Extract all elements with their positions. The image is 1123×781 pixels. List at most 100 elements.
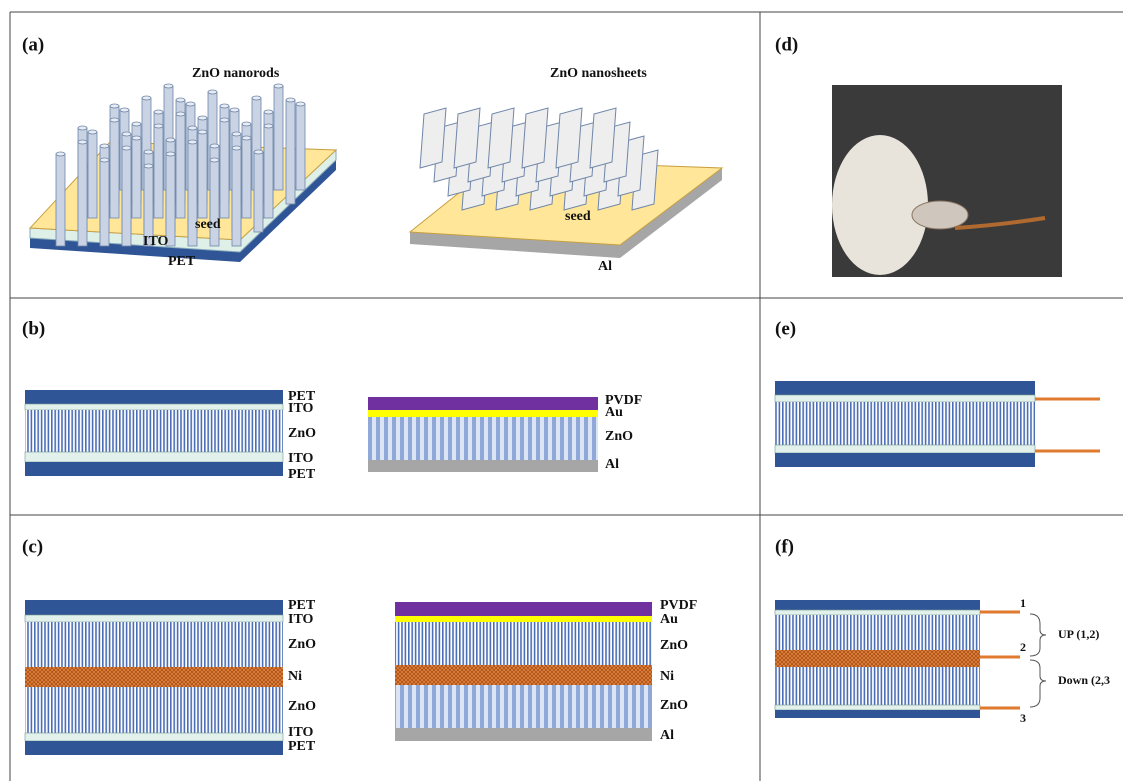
layer — [395, 665, 652, 685]
layer-label: ZnO — [288, 637, 316, 652]
layer-label: Au — [605, 405, 623, 420]
layer — [25, 452, 283, 462]
panel-label: (e) — [775, 318, 796, 339]
layer-label: PVDF — [660, 598, 697, 613]
layer-label: Al — [598, 259, 612, 274]
nanorod — [286, 100, 295, 204]
layer-label: ITO — [288, 612, 314, 627]
layer-label: PET — [288, 739, 316, 754]
layer-label: PET — [288, 598, 316, 613]
artwork — [25, 84, 1100, 755]
nanorod — [176, 114, 185, 218]
layer-label: ITO — [288, 725, 314, 740]
layer — [25, 390, 283, 404]
nanorod-top — [154, 124, 163, 128]
layer-label: PET — [168, 254, 196, 269]
layer — [775, 402, 1035, 445]
nanorod-top — [88, 130, 97, 134]
nanorod-top — [188, 140, 197, 144]
layer-label: ZnO nanosheets — [550, 66, 647, 81]
nanorod — [78, 142, 87, 246]
layer-label: ZnO — [288, 699, 316, 714]
layer-label: ITO — [288, 401, 314, 416]
layer-label: Down (2,3 — [1058, 673, 1110, 687]
nanorod-top — [100, 158, 109, 162]
layer — [25, 410, 283, 452]
layer — [25, 622, 283, 667]
nanorod-top — [142, 96, 151, 100]
layer — [395, 616, 652, 622]
nanorod-top — [198, 130, 207, 134]
nanorod-top — [154, 110, 163, 114]
layer-label: ITO — [143, 234, 169, 249]
nanorod-top — [132, 136, 141, 140]
nanorod-top — [252, 96, 261, 100]
nanorod-top — [264, 110, 273, 114]
nanorod-top — [210, 144, 219, 148]
panel-label: (a) — [22, 34, 44, 55]
layer-label: seed — [195, 217, 221, 232]
nanorod — [210, 160, 219, 246]
layer — [395, 602, 652, 616]
layer-label: PET — [288, 467, 316, 482]
layer — [775, 710, 980, 718]
nanorod — [198, 132, 207, 218]
nanorod-top — [254, 150, 263, 154]
layer — [775, 395, 1035, 402]
nanorod — [154, 126, 163, 218]
nanosheet — [522, 108, 548, 168]
panel-label: (f) — [775, 536, 794, 557]
layer — [775, 705, 980, 710]
nanorod — [232, 148, 241, 246]
nanorod-top — [176, 98, 185, 102]
nanorod-top — [56, 152, 65, 156]
panel-label: (c) — [22, 536, 43, 557]
nanosheet — [590, 108, 616, 168]
nanorod-top — [210, 158, 219, 162]
nanorod-top — [78, 126, 87, 130]
layer — [368, 417, 598, 460]
layer — [775, 445, 1035, 453]
nanorod-top — [110, 118, 119, 122]
nanorod-top — [274, 84, 283, 88]
layer — [25, 687, 283, 733]
nanorod — [220, 120, 229, 218]
nanorod — [274, 86, 283, 190]
layer — [25, 615, 283, 622]
nanorod-top — [242, 122, 251, 126]
nanorod — [264, 126, 273, 218]
nanosheet — [420, 108, 446, 168]
nanorod-top — [220, 118, 229, 122]
layer — [775, 615, 980, 650]
layer-label: ZnO nanorods — [192, 66, 280, 81]
nanorod-top — [120, 108, 129, 112]
layer — [775, 650, 980, 667]
nanorod-top — [198, 116, 207, 120]
nanorod-top — [166, 138, 175, 142]
glove — [832, 135, 928, 275]
layer — [368, 460, 598, 472]
layer — [25, 404, 283, 410]
layer — [775, 381, 1035, 395]
nanorod — [56, 154, 65, 246]
layer-label: ITO — [288, 451, 314, 466]
layer — [775, 667, 980, 705]
layer-label: Al — [660, 728, 674, 743]
nanorod-top — [286, 98, 295, 102]
figure: (a) (d) (b) (e) (c) (f) ZnO nanorodsseed… — [0, 0, 1123, 781]
nanosheet — [454, 108, 480, 168]
nanorod — [100, 160, 109, 246]
nanorod-top — [208, 90, 217, 94]
nanorod — [110, 120, 119, 218]
layer — [395, 728, 652, 741]
nanorod-top — [176, 112, 185, 116]
nanorod-top — [144, 150, 153, 154]
nanorod-top — [220, 104, 229, 108]
layer — [25, 667, 283, 687]
layer — [775, 453, 1035, 467]
nanorod — [88, 132, 97, 218]
brace — [1030, 660, 1046, 707]
nanosheet — [556, 108, 582, 168]
brace — [1030, 614, 1046, 656]
layer — [775, 610, 980, 615]
